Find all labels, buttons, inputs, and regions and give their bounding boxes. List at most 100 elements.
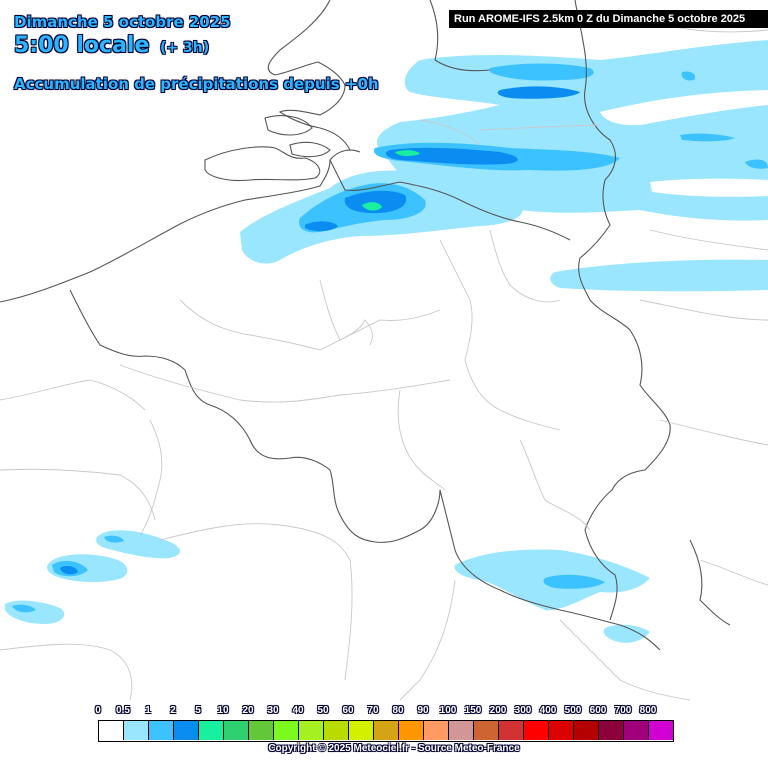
forecast-date: Dimanche 5 octobre 2025 bbox=[14, 13, 231, 31]
legend-swatch bbox=[499, 721, 524, 740]
precip-area bbox=[96, 530, 181, 559]
legend-swatch bbox=[174, 721, 199, 740]
border bbox=[574, 0, 671, 621]
precip-area bbox=[385, 147, 518, 165]
legend-swatch bbox=[599, 721, 624, 740]
legend-label: 30 bbox=[267, 705, 279, 716]
regional-boundary bbox=[489, 229, 561, 303]
regional-boundary bbox=[319, 279, 373, 346]
legend-label: 600 bbox=[589, 705, 607, 716]
regional-boundary bbox=[0, 643, 133, 701]
legend-swatch bbox=[474, 721, 499, 740]
border bbox=[329, 159, 571, 241]
precip-area bbox=[12, 604, 36, 613]
precip-area bbox=[543, 574, 605, 589]
legend-swatch bbox=[349, 721, 374, 740]
legend-label: 150 bbox=[464, 705, 482, 716]
legend-swatch bbox=[324, 721, 349, 740]
regional-boundary bbox=[659, 419, 768, 446]
legend-label: 90 bbox=[417, 705, 429, 716]
legend-swatch bbox=[574, 721, 599, 740]
legend-swatch bbox=[624, 721, 649, 740]
precip-area bbox=[104, 535, 124, 543]
border bbox=[429, 0, 491, 72]
precip-area bbox=[550, 259, 768, 292]
legend-label: 80 bbox=[392, 705, 404, 716]
national-borders bbox=[0, 0, 731, 651]
precip-area bbox=[490, 63, 594, 81]
legend-label: 100 bbox=[439, 705, 457, 716]
coastline bbox=[267, 0, 351, 151]
legend-label: 5 bbox=[195, 705, 201, 716]
regional-boundary bbox=[519, 439, 591, 531]
legend-swatch bbox=[299, 721, 324, 740]
border bbox=[689, 539, 731, 626]
regional-boundary bbox=[0, 379, 146, 411]
legend-label: 60 bbox=[342, 705, 354, 716]
regional-boundary bbox=[159, 523, 353, 681]
legend-label: 10 bbox=[217, 705, 229, 716]
legend-swatch bbox=[549, 721, 574, 740]
regional-boundary bbox=[139, 419, 163, 536]
copyright-text: Copyright © 2025 Meteociel.fr - Source M… bbox=[268, 743, 520, 754]
regional-boundary bbox=[419, 119, 481, 146]
regional-boundary bbox=[119, 364, 451, 403]
legend-label: 20 bbox=[242, 705, 254, 716]
regional-boundary bbox=[699, 559, 768, 586]
legend-swatch bbox=[524, 721, 549, 740]
legend-label: 800 bbox=[639, 705, 657, 716]
regional-boundaries bbox=[0, 19, 768, 701]
legend-swatch bbox=[374, 721, 399, 740]
precip-area bbox=[680, 133, 735, 142]
legend-swatches bbox=[98, 720, 674, 742]
precip-area bbox=[376, 40, 768, 221]
forecast-offset: (+ 3h) bbox=[160, 40, 210, 56]
precip-area bbox=[5, 600, 65, 624]
legend-swatch bbox=[199, 721, 224, 740]
precip-area bbox=[603, 624, 650, 643]
regional-boundary bbox=[179, 299, 441, 351]
legend-label: 500 bbox=[564, 705, 582, 716]
map-subtitle: Accumulation de précipitations depuis +0… bbox=[14, 75, 379, 93]
regional-boundary bbox=[397, 389, 446, 491]
legend-label: 0.5 bbox=[116, 705, 130, 716]
precip-area bbox=[60, 565, 78, 575]
legend-swatch bbox=[124, 721, 149, 740]
precipitation-layer bbox=[5, 40, 768, 643]
precip-legend: 0 0.5 1 2 5 10 20 30 40 50 60 70 80 90 100 150 200 300 400… bbox=[0, 700, 768, 768]
precip-gap bbox=[600, 90, 768, 126]
legend-swatch bbox=[224, 721, 249, 740]
legend-label: 40 bbox=[292, 705, 304, 716]
model-run-label: Run AROME-IFS 2.5km 0 Z du Dimanche 5 oc… bbox=[449, 10, 768, 28]
precip-area bbox=[305, 221, 338, 232]
precip-area bbox=[395, 150, 420, 157]
regional-boundary bbox=[479, 124, 601, 131]
island-outline bbox=[204, 146, 321, 182]
legend-label: 300 bbox=[514, 705, 532, 716]
legend-label: 200 bbox=[489, 705, 507, 716]
precip-area bbox=[497, 86, 580, 99]
regional-boundary bbox=[559, 619, 691, 701]
legend-label: 700 bbox=[614, 705, 632, 716]
legend-label: 0 bbox=[95, 705, 101, 716]
precip-area bbox=[362, 202, 382, 211]
regional-boundary bbox=[0, 468, 156, 521]
regional-boundary bbox=[649, 229, 768, 251]
legend-swatch bbox=[99, 721, 124, 740]
legend-swatch bbox=[424, 721, 449, 740]
forecast-time: 5:00 locale bbox=[14, 33, 150, 58]
precip-area bbox=[745, 159, 768, 169]
regional-boundary bbox=[639, 299, 768, 321]
island-outline bbox=[289, 141, 331, 158]
legend-label: 2 bbox=[170, 705, 176, 716]
precip-area bbox=[681, 71, 696, 81]
regional-boundary bbox=[439, 239, 561, 431]
legend-swatch bbox=[274, 721, 299, 740]
legend-labels: 0 0.5 1 2 5 10 20 30 40 50 60 70 80 90 100 150 200 300 400… bbox=[0, 705, 768, 719]
legend-swatch bbox=[399, 721, 424, 740]
legend-swatch bbox=[249, 721, 274, 740]
regional-boundary bbox=[399, 579, 456, 701]
legend-label: 50 bbox=[317, 705, 329, 716]
legend-swatch bbox=[449, 721, 474, 740]
